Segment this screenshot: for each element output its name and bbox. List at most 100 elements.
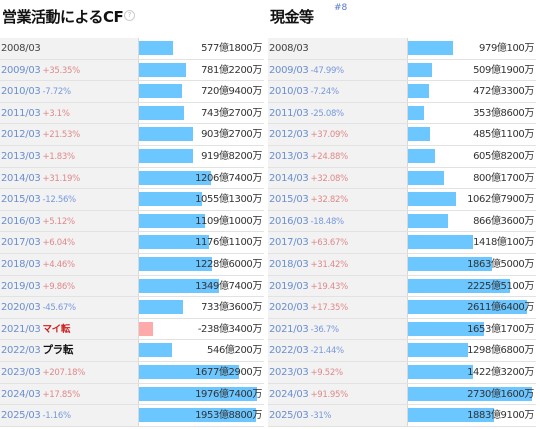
row-label: 2018/03 +31.42% <box>268 253 408 275</box>
row-label: 2021/03 マイ転 <box>0 318 139 340</box>
value-bar <box>408 256 493 271</box>
footnote-link[interactable]: #8 <box>334 3 348 13</box>
table-row: 2013/03 +24.88% 605億8200万 <box>268 145 536 168</box>
amount-value: 1228億6000万 <box>195 258 262 270</box>
table-row: 2023/03 +9.52% 1422億3200万 <box>268 361 536 384</box>
fiscal-year[interactable]: 2016/03 <box>269 215 309 227</box>
row-label: 2024/03 +91.95% <box>268 383 408 405</box>
yoy-change: +24.88% <box>310 151 348 162</box>
value-cell: 2611億6400万 <box>408 297 536 318</box>
fiscal-year[interactable]: 2008/03 <box>1 43 41 54</box>
yoy-change: +5.12% <box>42 216 75 227</box>
panel-divider <box>264 0 268 429</box>
value-cell: -238億3400万 <box>139 319 264 340</box>
value-bar <box>408 105 425 120</box>
fiscal-year[interactable]: 2014/03 <box>269 172 309 184</box>
fiscal-year[interactable]: 2008/03 <box>269 43 309 54</box>
fiscal-year[interactable]: 2011/03 <box>1 107 41 119</box>
yoy-change: +6.04% <box>42 238 75 249</box>
value-bar <box>408 170 444 185</box>
fiscal-year[interactable]: 2021/03 <box>1 323 41 335</box>
amount-value: 485億1100万 <box>473 129 534 141</box>
yoy-change: +21.53% <box>42 130 80 141</box>
fiscal-year[interactable]: 2011/03 <box>269 107 309 119</box>
fiscal-year[interactable]: 2017/03 <box>269 237 309 249</box>
yoy-change: -31% <box>310 411 332 422</box>
value-cell: 472億3300万 <box>408 81 536 102</box>
value-bar <box>408 278 510 293</box>
yoy-change: +207.18% <box>42 367 85 378</box>
amount-value: 472億3300万 <box>473 86 534 98</box>
fiscal-year[interactable]: 2014/03 <box>1 172 41 184</box>
operating-cf-panel: 営業活動によるCF ? 2008/03 577億1800万 2009/03 +35.3… <box>0 0 264 427</box>
value-cell: 546億200万 <box>139 340 264 361</box>
table-row: 2025/03 -31% 1883億9100万 <box>268 405 536 427</box>
table-row: 2020/03 -45.67% 733億3600万 <box>0 297 264 319</box>
fiscal-year[interactable]: 2023/03 <box>269 366 309 378</box>
table-row: 2010/03 -7.72% 720億9400万 <box>0 81 264 103</box>
value-bar <box>408 235 473 250</box>
yoy-change: +35.35% <box>42 65 80 76</box>
row-label: 2008/03 <box>0 38 139 59</box>
table-row: 2014/03 +31.19% 1206億7400万 <box>0 167 264 190</box>
value-bar <box>139 321 154 336</box>
value-bar <box>408 300 527 315</box>
fiscal-year[interactable]: 2017/03 <box>1 237 41 249</box>
yoy-change: +17.35% <box>310 303 348 314</box>
value-cell: 1206億7400万 <box>139 168 264 189</box>
fiscal-year[interactable]: 2024/03 <box>1 388 41 400</box>
fiscal-year[interactable]: 2009/03 <box>269 64 309 76</box>
amount-value: 1206億7400万 <box>195 172 262 184</box>
yoy-change: +9.52% <box>310 367 343 378</box>
table-row: 2009/03 +35.35% 781億2200万 <box>0 59 264 82</box>
amount-value: 743億2700万 <box>201 107 262 119</box>
fiscal-year[interactable]: 2010/03 <box>269 86 309 98</box>
value-cell: 1883億9100万 <box>408 405 536 426</box>
yoy-change: -1.16% <box>42 411 71 422</box>
fiscal-year[interactable]: 2022/03 <box>1 345 41 357</box>
value-cell: 1176億1100万 <box>139 232 264 253</box>
fiscal-year[interactable]: 2012/03 <box>1 129 41 141</box>
fiscal-year[interactable]: 2021/03 <box>269 323 309 335</box>
fiscal-year[interactable]: 2015/03 <box>269 194 309 206</box>
fiscal-year[interactable]: 2025/03 <box>269 410 309 422</box>
info-icon[interactable]: ? <box>124 10 135 21</box>
amount-value: 546億200万 <box>207 345 262 357</box>
fiscal-year[interactable]: 2018/03 <box>269 258 309 270</box>
fiscal-year[interactable]: 2022/03 <box>269 345 309 357</box>
value-bar <box>408 127 431 142</box>
row-label: 2019/03 +9.86% <box>0 275 139 297</box>
yoy-change: +1.83% <box>42 151 75 162</box>
amount-value: 1176億1100万 <box>195 237 262 249</box>
row-label: 2013/03 +24.88% <box>268 145 408 167</box>
fiscal-year[interactable]: 2019/03 <box>269 280 309 292</box>
yoy-change: +3.1% <box>42 108 70 119</box>
fiscal-year[interactable]: 2013/03 <box>269 150 309 162</box>
table-row: 2024/03 +17.85% 1976億7400万 <box>0 383 264 406</box>
fiscal-year[interactable]: 2016/03 <box>1 215 41 227</box>
yoy-change: +4.46% <box>42 259 75 270</box>
value-cell: 919億8200万 <box>139 146 264 167</box>
fiscal-year[interactable]: 2023/03 <box>1 366 41 378</box>
fiscal-year[interactable]: 2013/03 <box>1 150 41 162</box>
table-row: 2023/03 +207.18% 1677億2900万 <box>0 361 264 384</box>
value-bar <box>408 148 436 163</box>
fiscal-year[interactable]: 2009/03 <box>1 64 41 76</box>
fiscal-year[interactable]: 2012/03 <box>269 129 309 141</box>
fiscal-year[interactable]: 2025/03 <box>1 410 41 422</box>
amount-value: 919億8200万 <box>201 150 262 162</box>
fiscal-year[interactable]: 2015/03 <box>1 194 41 206</box>
fiscal-year[interactable]: 2018/03 <box>1 258 41 270</box>
fiscal-year[interactable]: 2020/03 <box>1 302 41 314</box>
fiscal-year[interactable]: 2020/03 <box>269 302 309 314</box>
row-label: 2011/03 -25.08% <box>268 102 408 124</box>
fiscal-year[interactable]: 2019/03 <box>1 280 41 292</box>
value-bar <box>139 213 206 228</box>
value-bar <box>408 62 432 77</box>
fiscal-year[interactable]: 2010/03 <box>1 86 41 98</box>
amount-value: 733億3600万 <box>201 302 262 314</box>
row-label: 2016/03 -18.48% <box>268 210 408 232</box>
value-cell: 1863億5000万 <box>408 254 536 275</box>
fiscal-year[interactable]: 2024/03 <box>269 388 309 400</box>
yoy-change: +32.82% <box>310 195 348 206</box>
